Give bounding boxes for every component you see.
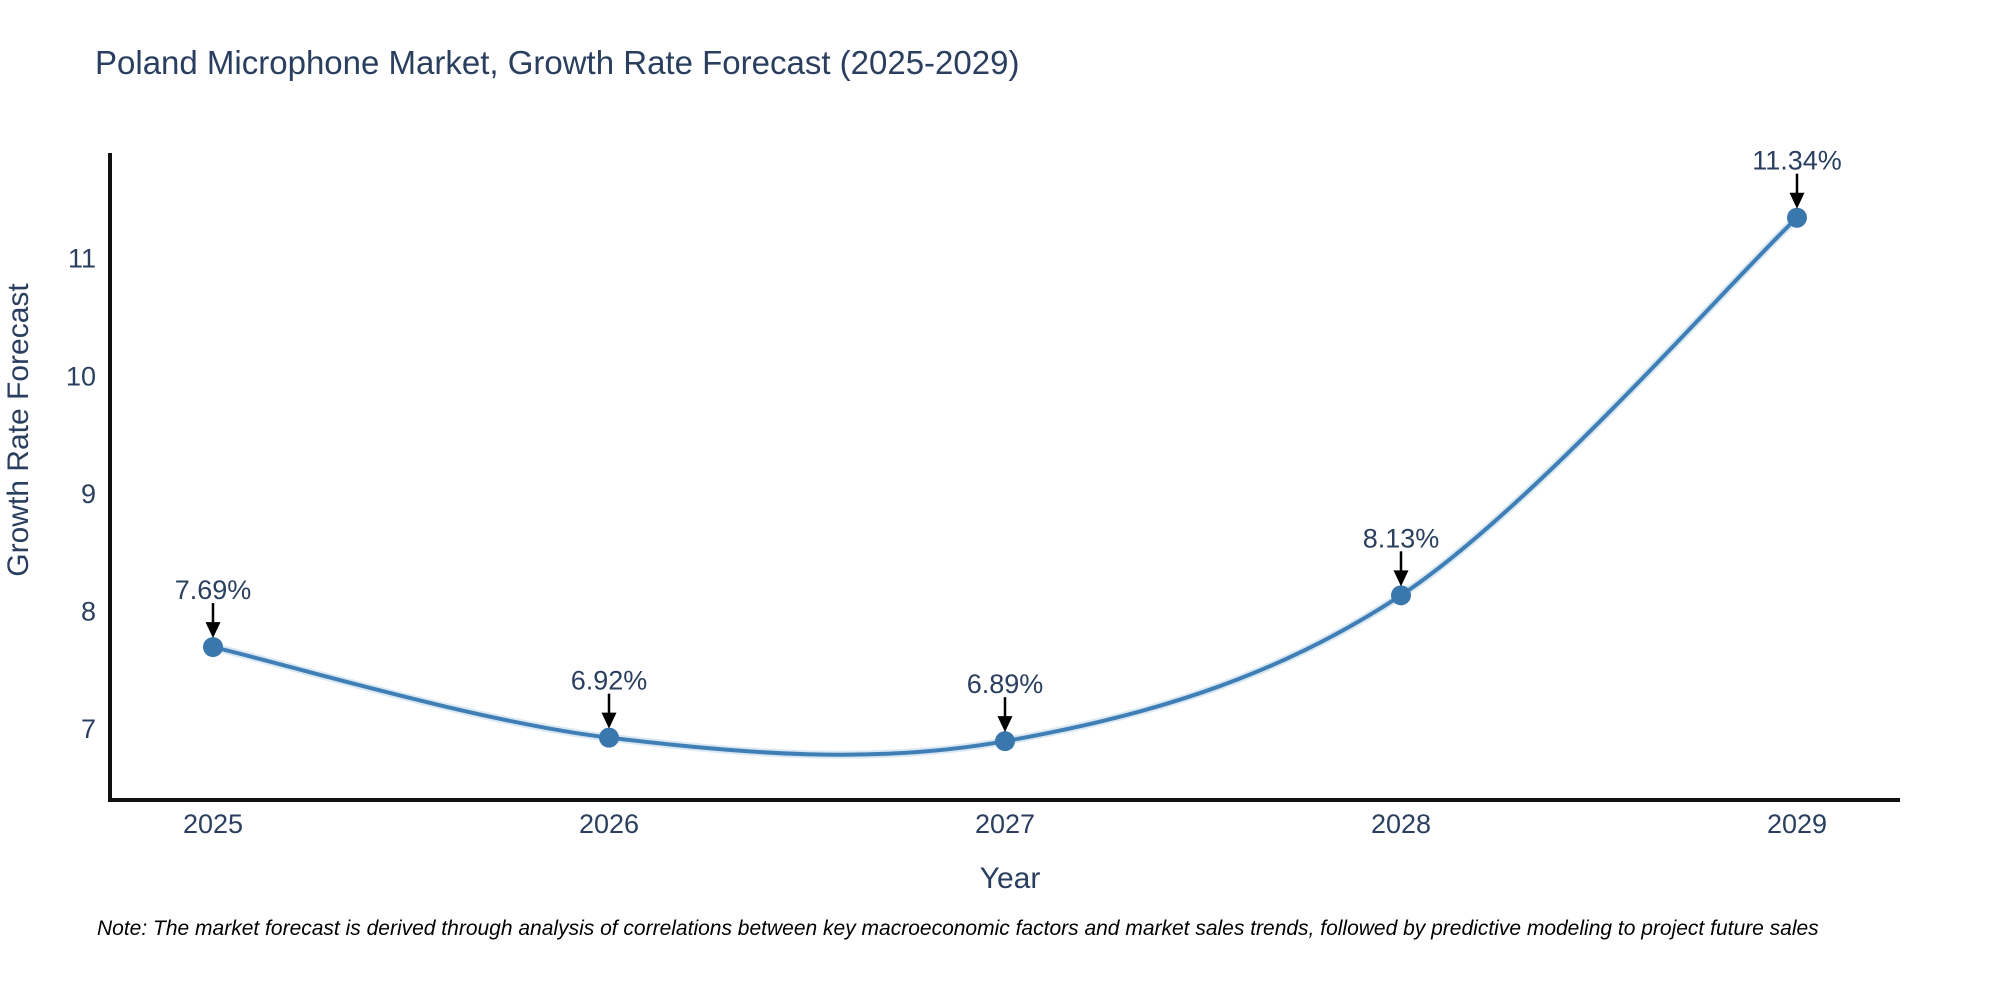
y-tick-label: 7 xyxy=(81,714,96,744)
annotation-arrowhead xyxy=(1789,192,1805,209)
annotation-arrowhead xyxy=(205,622,221,639)
annotation-arrowhead xyxy=(1393,570,1409,587)
y-tick-label: 10 xyxy=(66,361,96,391)
x-tick-label: 2026 xyxy=(579,809,639,839)
data-point-label: 6.92% xyxy=(571,666,648,696)
data-point-label: 11.34% xyxy=(1752,146,1842,176)
y-tick-label: 11 xyxy=(68,244,96,274)
annotation-arrowhead xyxy=(601,712,617,729)
series-line xyxy=(211,215,1799,757)
x-tick-label: 2025 xyxy=(183,809,243,839)
x-tick-label: 2027 xyxy=(975,809,1035,839)
data-point-label: 8.13% xyxy=(1363,523,1440,553)
x-tick-label: 2028 xyxy=(1371,809,1431,839)
data-point-marker xyxy=(1787,207,1807,228)
annotation-arrowhead xyxy=(997,716,1013,733)
data-point-label: 7.69% xyxy=(175,575,252,605)
data-point-marker xyxy=(599,727,619,748)
data-point-label: 6.89% xyxy=(967,669,1044,699)
chart-title: Poland Microphone Market, Growth Rate Fo… xyxy=(95,44,1020,81)
y-tick-label: 8 xyxy=(81,597,96,627)
data-point-marker xyxy=(203,637,223,658)
x-tick-label: 2029 xyxy=(1767,809,1827,839)
y-tick-label: 9 xyxy=(81,479,96,509)
data-point-marker xyxy=(995,731,1015,752)
x-axis-title: Year xyxy=(980,862,1041,895)
data-point-marker xyxy=(1391,585,1411,606)
y-axis-title: Growth Rate Forecast xyxy=(2,283,35,577)
footnote: Note: The market forecast is derived thr… xyxy=(97,917,1819,940)
